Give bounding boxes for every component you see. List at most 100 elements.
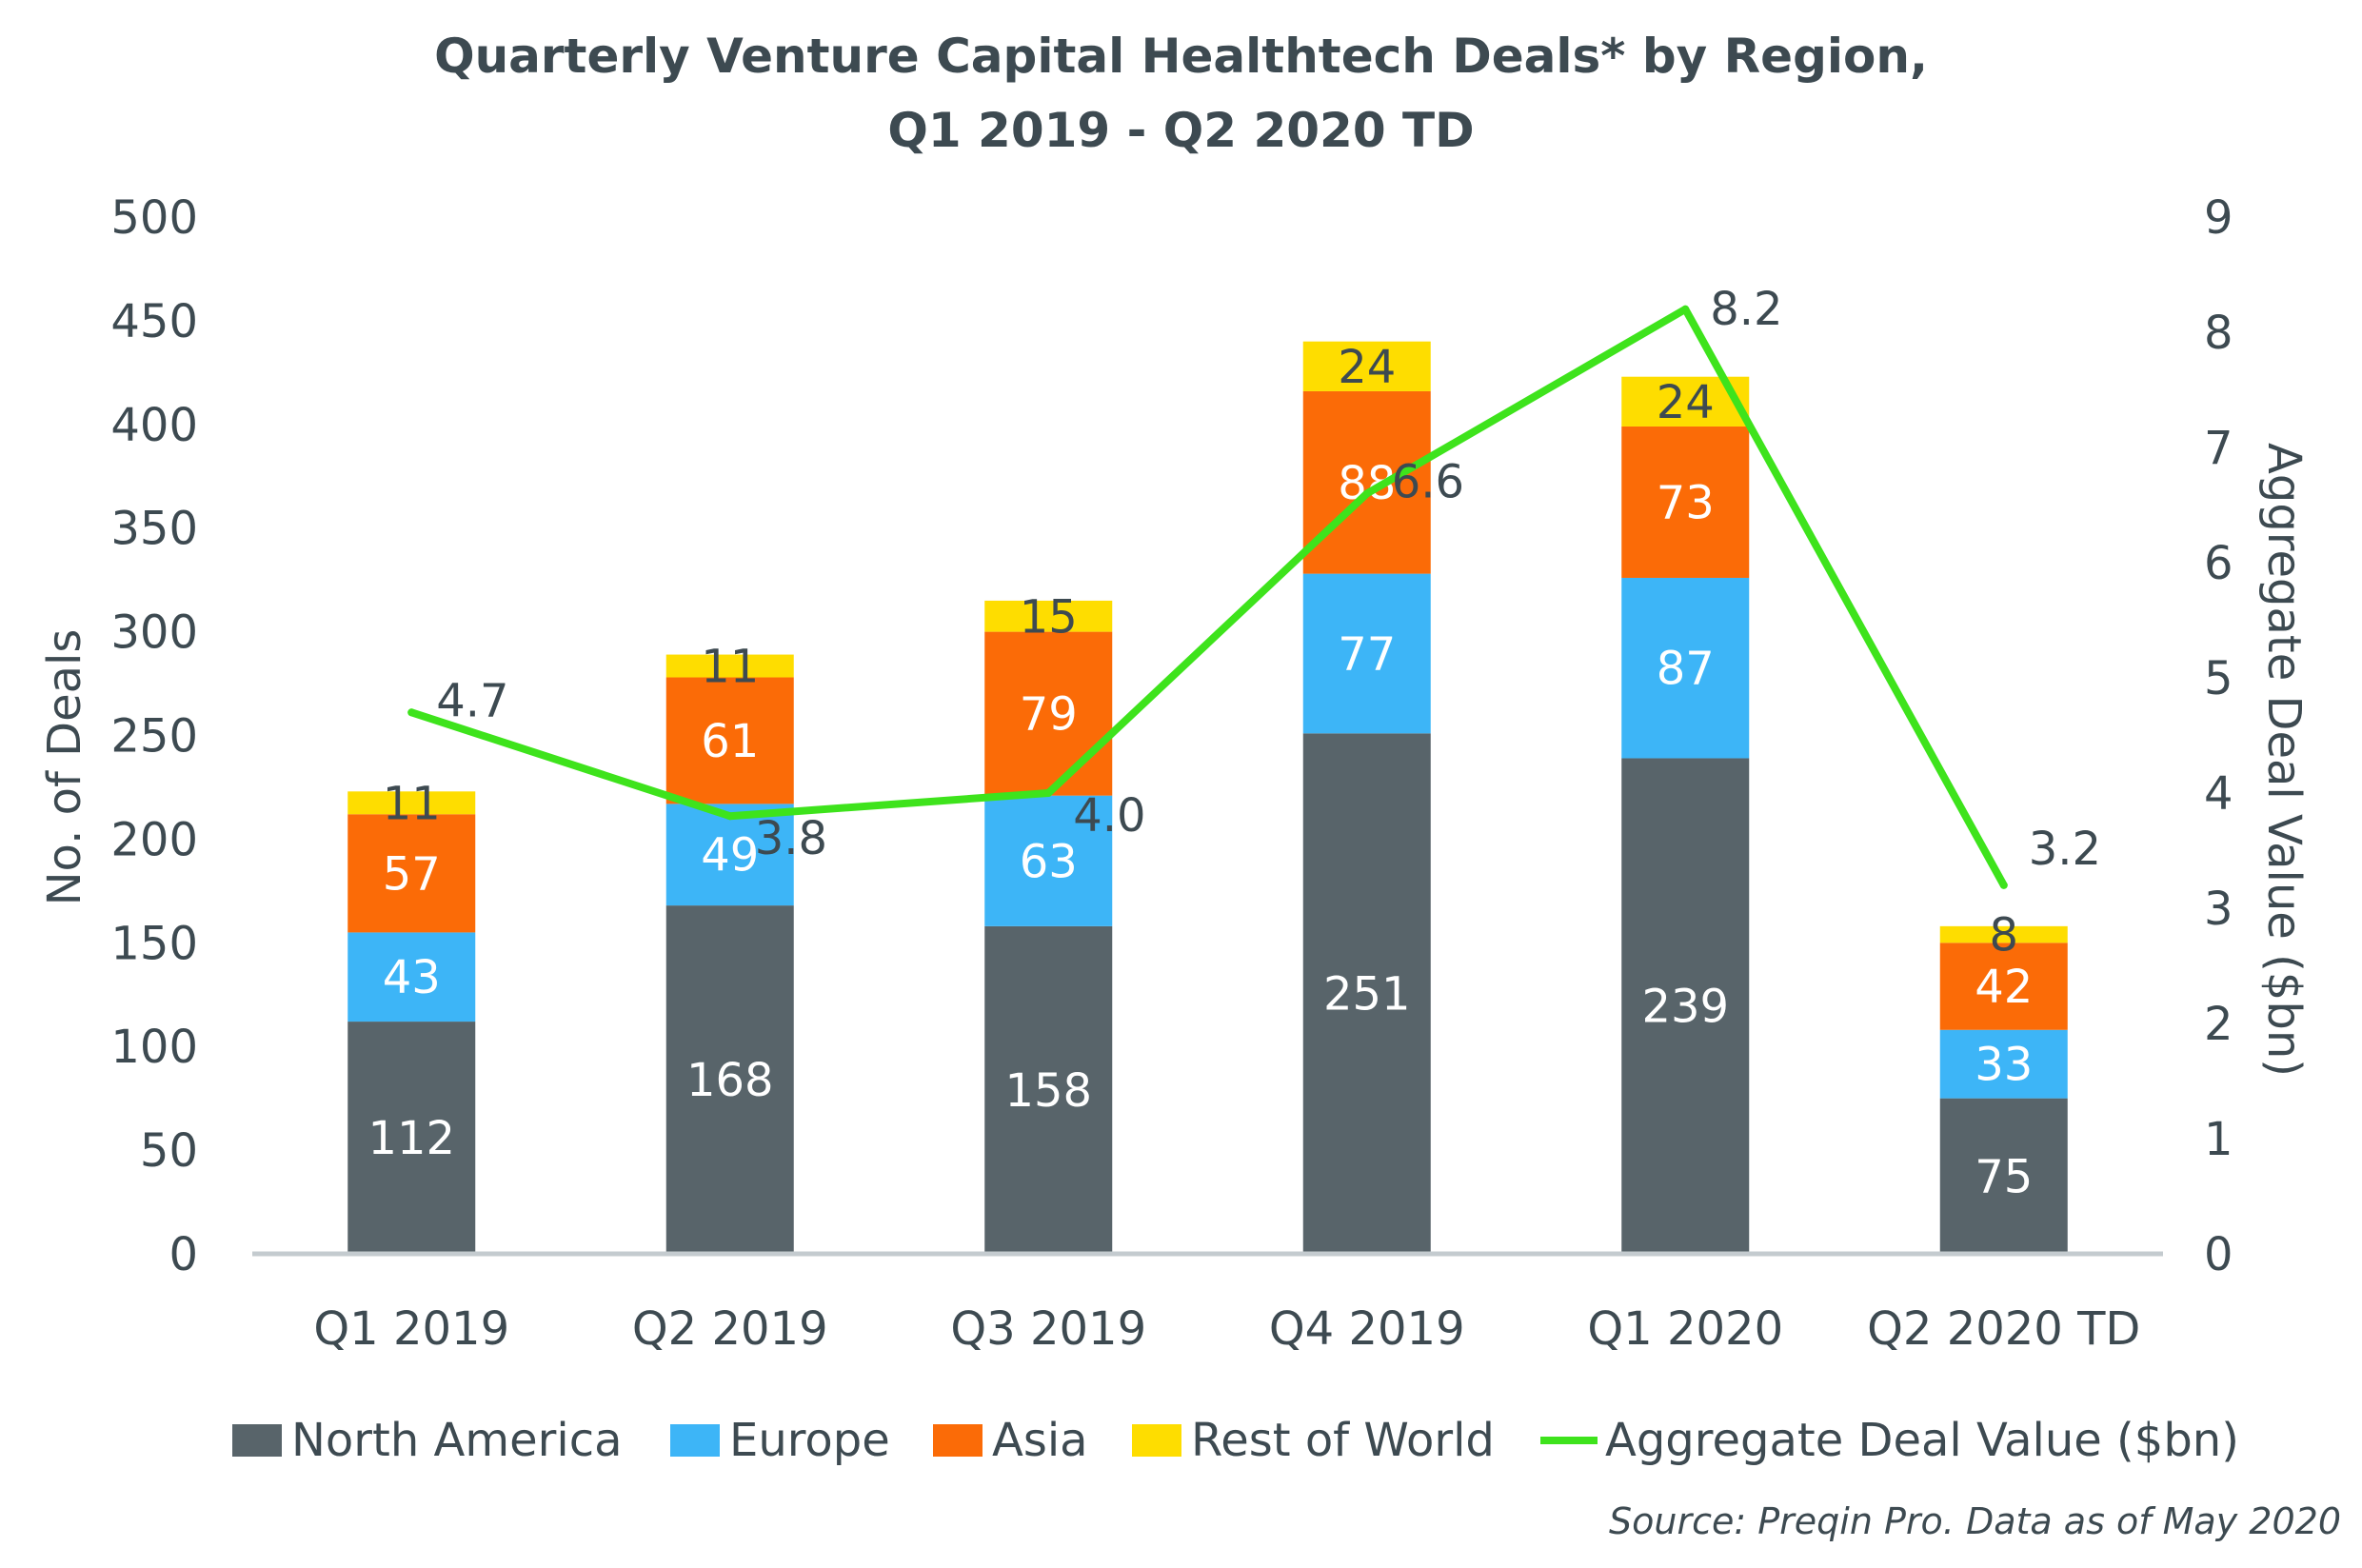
x-tick-label: Q1 2020 [1587, 1302, 1783, 1356]
y2-tick-label: 0 [2204, 1228, 2233, 1281]
bar-value-label: 33 [1975, 1039, 2033, 1092]
bar-segment [1939, 943, 2068, 1030]
y2-tick-label: 9 [2204, 191, 2233, 245]
aggregate-deal-value-line [407, 305, 2008, 889]
y-tick-label: 200 [110, 813, 198, 866]
bar-segment [1939, 1098, 2068, 1254]
bar-value-label: 158 [1004, 1064, 1092, 1118]
x-tick-label: Q4 2019 [1269, 1302, 1465, 1356]
y2-tick-label: 8 [2204, 307, 2233, 360]
line-point [1362, 489, 1371, 498]
line-value-label: 4.7 [436, 674, 508, 727]
legend-item-asia: Asia [933, 1407, 1088, 1474]
line-point [1044, 789, 1053, 797]
bar-segment [665, 804, 794, 906]
chart-title-line-2: Q1 2019 - Q2 2020 TD [887, 103, 1475, 158]
bar-value-label: 87 [1657, 643, 1715, 696]
x-tick-label: Q3 2019 [950, 1302, 1146, 1356]
bar-segment [347, 1022, 476, 1254]
bar-segment [347, 932, 476, 1022]
legend-item-europe: Europe [670, 1407, 890, 1474]
bar-value-label: 15 [1020, 590, 1078, 644]
bar-segment [665, 677, 794, 804]
bar-segment [1621, 577, 1750, 759]
y-tick-label: 500 [110, 191, 198, 245]
bar-segment [347, 814, 476, 933]
y-axis-label: No. of Deals [38, 629, 91, 906]
y2-tick-label: 5 [2204, 652, 2233, 705]
legend-label-rest-of-world: Rest of World [1191, 1414, 1495, 1467]
y-tick-label: 400 [110, 399, 198, 452]
bar-segment [984, 631, 1113, 796]
y-tick-label: 250 [110, 710, 198, 764]
y2-tick-label: 6 [2204, 537, 2233, 590]
legend: North America Europe Asia Rest of World … [0, 1407, 2362, 1474]
bar-value-label: 61 [701, 715, 759, 768]
line-value-label: 3.8 [755, 812, 827, 865]
bar-value-label: 43 [383, 951, 441, 1004]
y2-tick-label: 1 [2204, 1113, 2233, 1166]
bar-segment [1939, 925, 2068, 943]
x-tick-label: Q2 2019 [632, 1302, 828, 1356]
bar-segment [984, 600, 1113, 632]
y-tick-label: 300 [110, 606, 198, 660]
y2-tick-label: 7 [2204, 422, 2233, 475]
y2-tick-label: 2 [2204, 998, 2233, 1051]
bar-value-label: 57 [383, 847, 441, 901]
bar-segment [984, 795, 1113, 926]
bar-segment [1621, 426, 1750, 578]
bar-value-label: 63 [1020, 835, 1078, 888]
y-tick-label: 50 [140, 1124, 198, 1178]
line-point [1999, 881, 2008, 889]
line-value-label: 3.2 [2029, 823, 2101, 876]
bar-value-label: 11 [701, 641, 759, 694]
bar-value-label: 24 [1338, 341, 1396, 394]
bar-value-label: 112 [367, 1112, 455, 1165]
line-point [407, 708, 416, 717]
legend-swatch-north-america [232, 1424, 282, 1457]
y-tick-label: 350 [110, 503, 198, 556]
y2-axis-label: Aggregate Deal Value ($bn) [2257, 443, 2311, 1077]
legend-swatch-rest-of-world [1132, 1424, 1181, 1457]
legend-item-aggregate-deal-value: Aggregate Deal Value ($bn) [1540, 1407, 2239, 1474]
legend-swatch-europe [670, 1424, 720, 1457]
bar-value-label: 168 [686, 1054, 774, 1107]
x-tick-label: Q2 2020 TD [1867, 1302, 2140, 1356]
y-tick-label: 0 [169, 1228, 198, 1281]
bar-value-label: 42 [1975, 961, 2033, 1014]
y2-tick-label: 3 [2204, 883, 2233, 936]
legend-item-north-america: North America [232, 1407, 623, 1474]
bar-segment [665, 905, 794, 1254]
line-point [1681, 305, 1690, 313]
y-tick-label: 450 [110, 295, 198, 348]
legend-label-asia: Asia [992, 1414, 1088, 1467]
chart-title-line-1: Quarterly Venture Capital Healthtech Dea… [434, 29, 1928, 84]
bar-value-label: 251 [1323, 968, 1411, 1022]
bar-segment [1621, 758, 1750, 1254]
bar-value-label: 73 [1657, 476, 1715, 529]
bar-value-label: 79 [1020, 688, 1078, 742]
bar-value-label: 75 [1975, 1150, 2033, 1203]
bar-segment [1302, 390, 1431, 574]
line-value-label: 8.2 [1710, 283, 1782, 336]
source-note: Source: Preqin Pro. Data as of May 2020 [1609, 1500, 2341, 1542]
legend-swatch-asia [933, 1424, 983, 1457]
y2-tick-label: 4 [2204, 767, 2233, 821]
bar-segment [984, 925, 1113, 1254]
bar-segment [1302, 341, 1431, 391]
bar-value-label: 24 [1657, 376, 1715, 429]
bar-segment [1302, 573, 1431, 734]
y-tick-label: 100 [110, 1021, 198, 1074]
y-tick-label: 150 [110, 917, 198, 970]
legend-item-rest-of-world: Rest of World [1132, 1407, 1495, 1474]
bar-value-label: 11 [383, 777, 441, 830]
bar-segment [1939, 1029, 2068, 1099]
legend-label-europe: Europe [729, 1414, 890, 1467]
line-value-label: 4.0 [1073, 789, 1145, 843]
bar-segment [665, 654, 794, 678]
bar-segment [347, 791, 476, 815]
line-value-label: 6.6 [1392, 455, 1464, 508]
bar-segment [1302, 733, 1431, 1254]
line-point [725, 812, 734, 821]
